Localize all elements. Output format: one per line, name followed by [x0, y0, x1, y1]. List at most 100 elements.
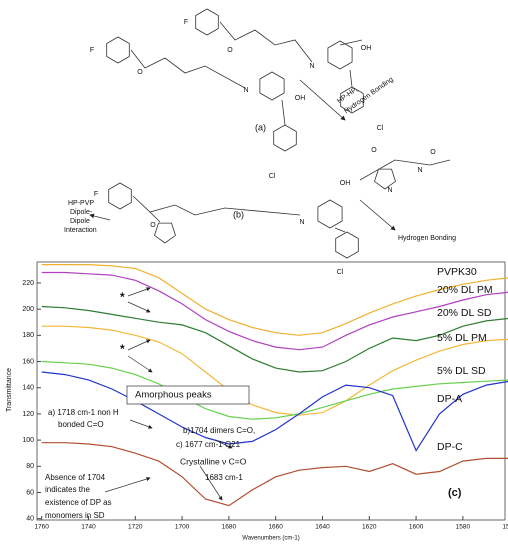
- atom-label: N: [299, 219, 304, 226]
- annotation: Absence of 1704: [45, 473, 106, 482]
- bond: [130, 49, 246, 89]
- x-tick-label: 1640: [315, 524, 330, 531]
- ring: [106, 36, 130, 64]
- ring: [317, 199, 343, 229]
- series-line: [41, 325, 508, 416]
- atom-label: O: [150, 222, 156, 229]
- bond: [339, 39, 363, 46]
- ring: [374, 168, 396, 190]
- x-tick-label: 1620: [362, 524, 377, 531]
- arrow: [199, 465, 223, 501]
- x-tick-label: 1700: [175, 524, 190, 531]
- series-label: PVPK30: [437, 266, 477, 278]
- bond: [132, 195, 301, 216]
- arrow: [89, 213, 111, 221]
- series-label: 5% DL SD: [437, 365, 486, 377]
- y-tick-label: 180: [22, 332, 34, 339]
- y-tick-label: 60: [26, 489, 34, 496]
- atom-label: O: [371, 147, 377, 154]
- annotation: existence of DP as: [45, 498, 112, 507]
- figure-label: Dipole-: [70, 209, 93, 216]
- series-label: DP-C: [437, 441, 463, 453]
- atom-label: Cl: [337, 269, 344, 276]
- atom-label: N: [417, 167, 422, 174]
- annotation: b)1704 dimers C=O,: [183, 426, 255, 435]
- series-label: DP-A: [437, 393, 462, 405]
- annotation: 1683 cm-1: [205, 473, 243, 482]
- annotation: monomers in SD: [45, 511, 105, 520]
- arrow: [127, 355, 153, 373]
- figure-label: Hydrogen Bonding: [398, 235, 456, 242]
- bond: [359, 159, 451, 181]
- arrow: [127, 301, 151, 313]
- bond: [281, 99, 286, 126]
- annotation: c) 1677 cm-1 O21: [176, 440, 241, 449]
- figure-label: (b): [233, 209, 244, 219]
- arrow: [127, 339, 151, 351]
- figure-label: (a): [255, 122, 266, 132]
- arrow: [299, 79, 346, 121]
- bond: [334, 227, 346, 233]
- series-label: 5% DL PM: [437, 332, 487, 344]
- x-tick-label: 1680: [222, 524, 237, 531]
- bond: [349, 69, 353, 88]
- series-line: [41, 442, 508, 507]
- annotation: Crystalline ν C=O: [180, 456, 247, 466]
- figure-label: Interaction: [64, 227, 97, 234]
- x-axis-label: Wavenumbers (cm-1): [242, 536, 299, 542]
- figure-label: Dipole: [70, 218, 90, 225]
- x-tick-label: 1760: [34, 524, 49, 531]
- atom-label: OH: [340, 180, 351, 187]
- atom-label: N: [243, 87, 248, 94]
- atom-label: OH: [295, 95, 306, 102]
- series-label: 20% DL PM: [437, 284, 493, 296]
- ring: [154, 222, 176, 244]
- annotation: Amorphous peaks: [135, 390, 212, 401]
- annotation: bonded C=O: [58, 420, 104, 429]
- ring: [108, 182, 132, 210]
- series-label: 20% DL SD: [437, 307, 492, 319]
- x-tick-label: 1740: [81, 524, 96, 531]
- y-tick-label: 200: [22, 306, 34, 313]
- annotation: (c): [448, 487, 462, 499]
- atom-label: N: [309, 63, 314, 70]
- ring: [259, 71, 285, 101]
- y-tick-label: 40: [26, 516, 34, 523]
- x-tick-label: 1560: [502, 524, 508, 531]
- structures: [89, 8, 451, 259]
- figure-label: HP-PVP: [68, 200, 94, 207]
- y-tick-label: 80: [26, 463, 34, 470]
- ring: [195, 8, 219, 36]
- x-tick-label: 1580: [456, 524, 471, 531]
- annotation-arrows: [104, 287, 250, 501]
- atom-label: O: [430, 149, 436, 156]
- y-tick-label: 140: [22, 385, 34, 392]
- x-tick-label: 1720: [128, 524, 143, 531]
- annotation: *: [120, 342, 125, 356]
- arrow: [129, 419, 153, 429]
- x-tick-label: 1660: [268, 524, 283, 531]
- atom-label: Cl: [269, 173, 276, 180]
- series-line: [41, 264, 508, 336]
- x-tick-label: 1600: [409, 524, 424, 531]
- arrow: [104, 477, 151, 493]
- series-line: [41, 271, 508, 351]
- atom-label: OH: [361, 45, 372, 52]
- atom-label: O: [137, 69, 143, 76]
- ring: [335, 231, 359, 259]
- arrow: [214, 439, 233, 449]
- arrow: [127, 287, 151, 297]
- series-line: [41, 371, 508, 452]
- y-tick-label: 120: [22, 411, 34, 418]
- bond: [149, 211, 161, 223]
- y-tick-label: 160: [22, 358, 34, 365]
- ring: [273, 124, 297, 152]
- arrow: [359, 199, 396, 231]
- y-tick-label: 220: [22, 280, 34, 287]
- annotation-box: [126, 385, 250, 405]
- series-line: [41, 360, 508, 420]
- series-line: [41, 305, 508, 373]
- plot-area: [36, 261, 506, 521]
- atom-label: Cl: [377, 125, 384, 132]
